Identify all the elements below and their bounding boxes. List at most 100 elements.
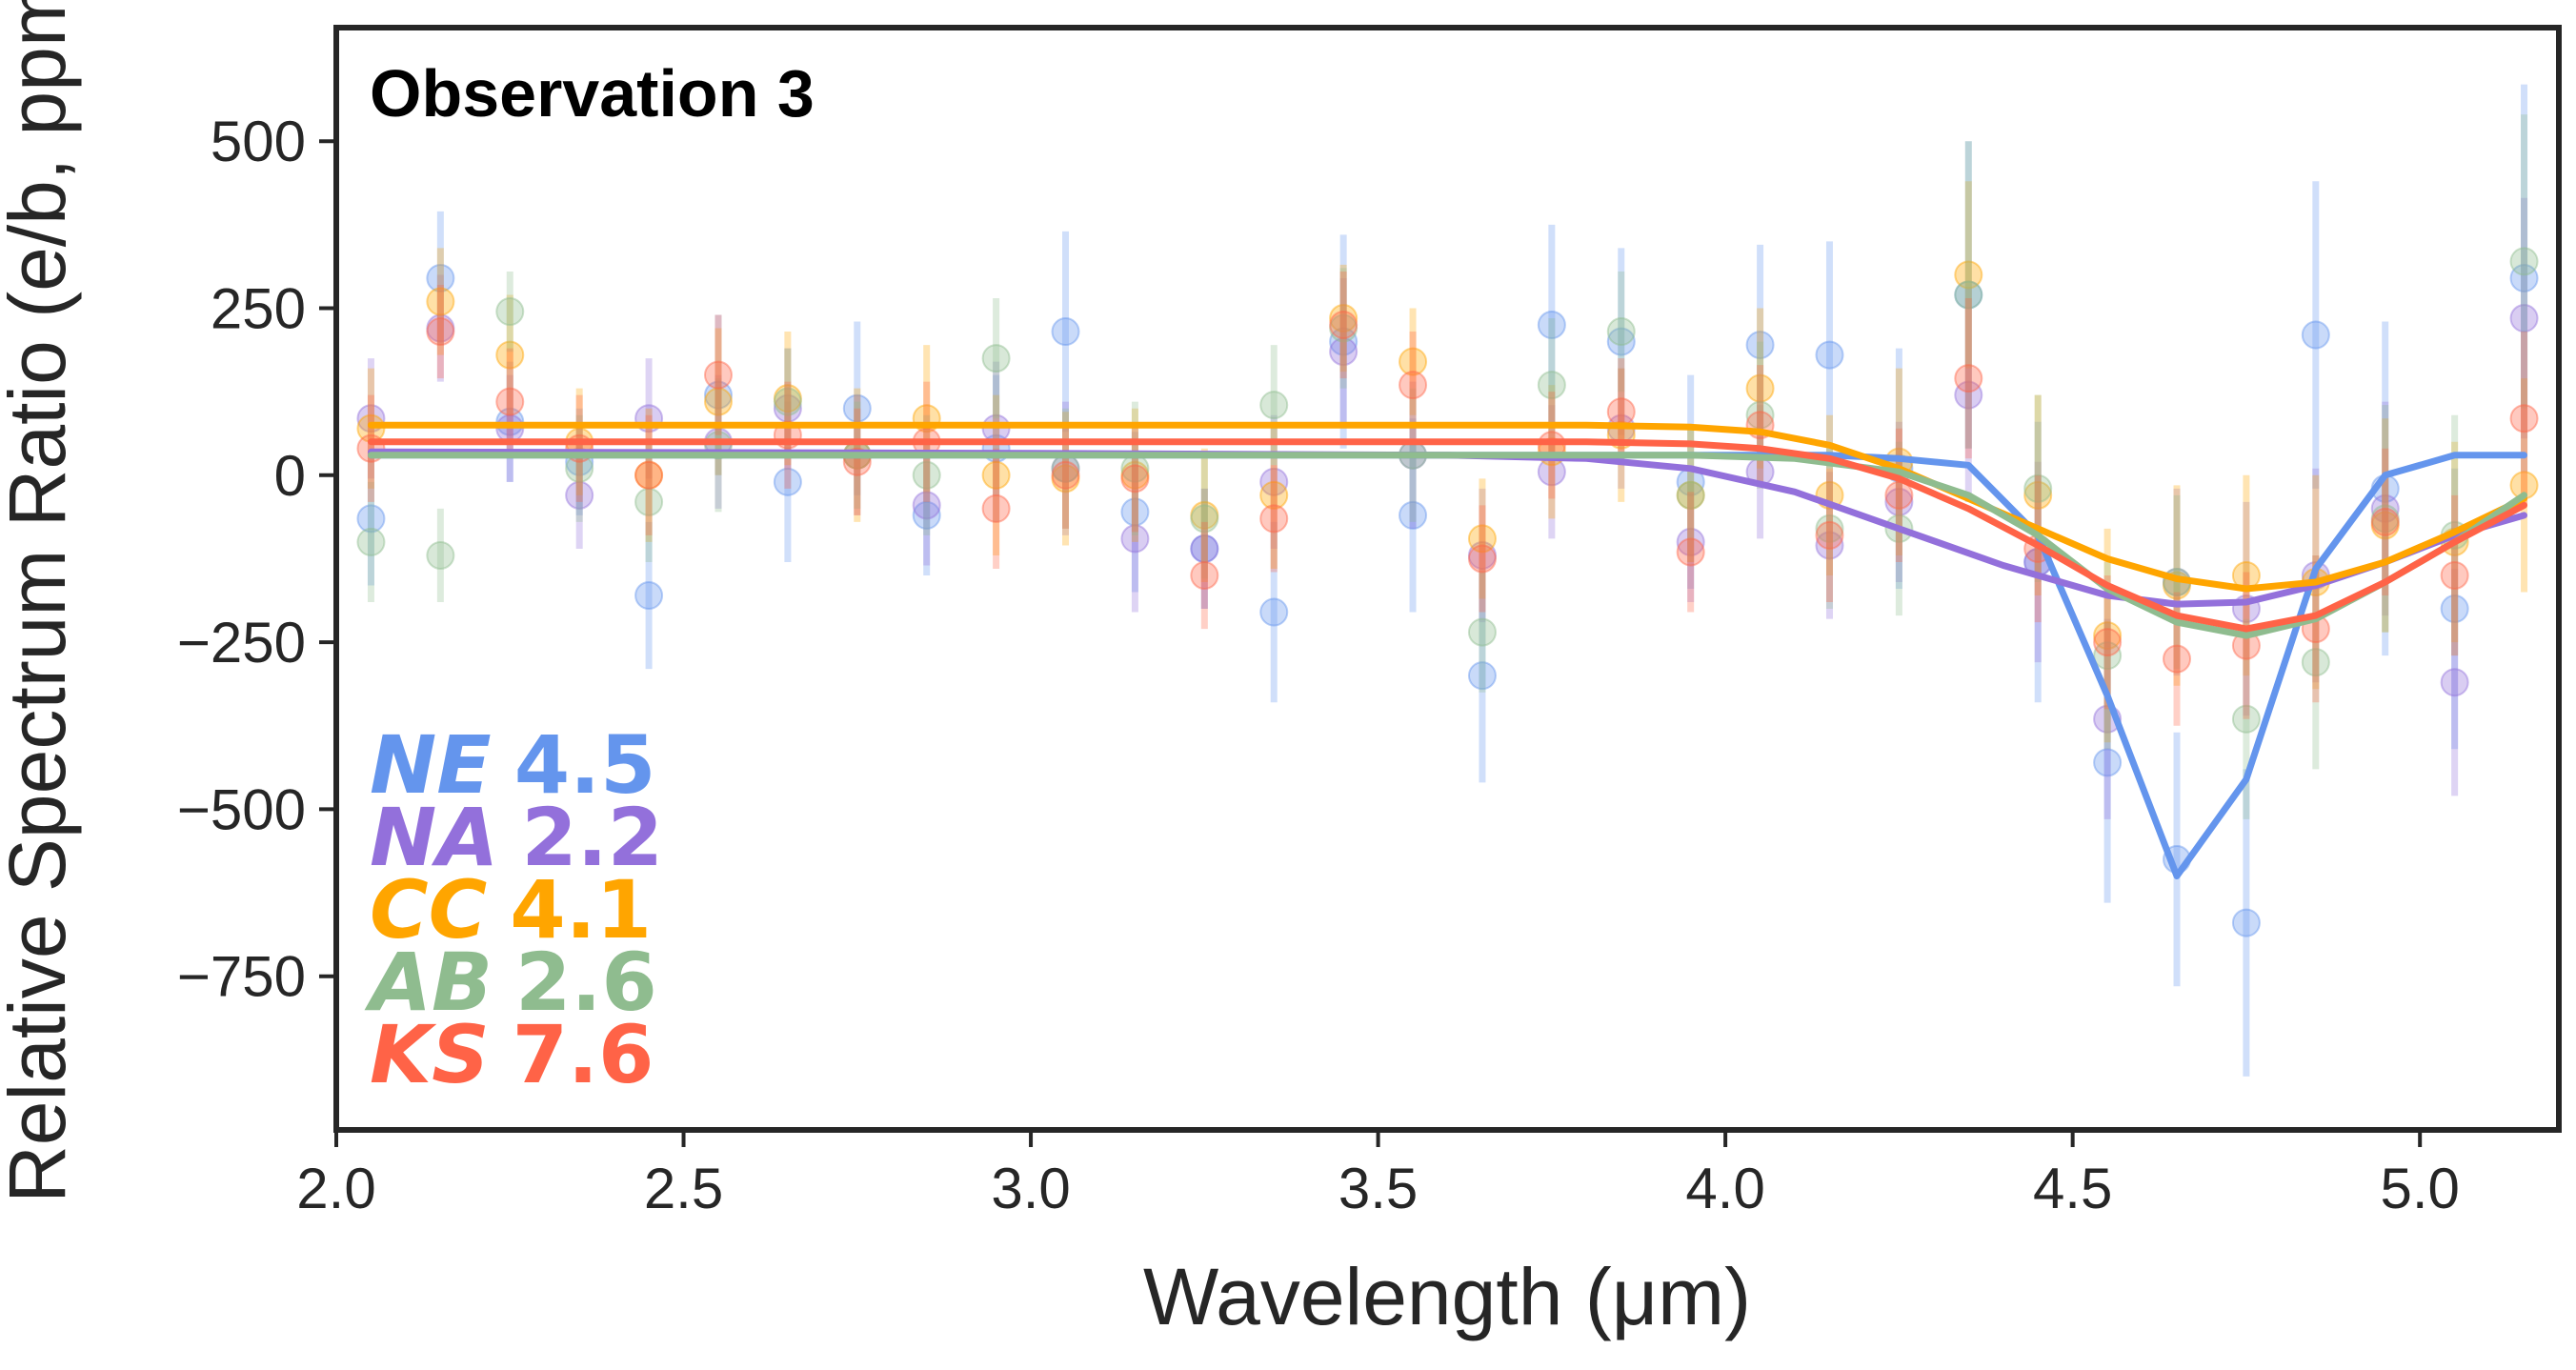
point-ne-7 bbox=[842, 393, 872, 423]
legend-name-ne: NE bbox=[370, 718, 492, 812]
point-cc-29 bbox=[2370, 511, 2400, 540]
point-cc-1 bbox=[426, 287, 455, 316]
legend-entry-cc: CC 4.1 bbox=[370, 863, 652, 957]
point-ab-28 bbox=[2301, 648, 2330, 677]
point-na-3 bbox=[565, 480, 594, 510]
legend: NE 4.5NA 2.2CC 4.1AB 2.6KS 7.6 bbox=[364, 718, 663, 1101]
point-ab-18 bbox=[1606, 317, 1636, 347]
point-ab-19 bbox=[1676, 480, 1705, 510]
legend-score-ne: 4.5 bbox=[514, 718, 656, 812]
model-line-ks bbox=[368, 438, 2527, 633]
point-ne-25 bbox=[2093, 748, 2123, 777]
point-ab-8 bbox=[912, 460, 941, 490]
legend-score-ab: 2.6 bbox=[515, 936, 657, 1029]
legend-name-ab: AB bbox=[364, 936, 493, 1029]
point-na-1 bbox=[426, 313, 455, 343]
point-ab-24 bbox=[2023, 473, 2053, 503]
point-na-31 bbox=[2509, 304, 2539, 333]
plot-frame bbox=[333, 25, 2562, 1133]
point-ks-31 bbox=[2509, 404, 2539, 433]
point-na-16 bbox=[1467, 540, 1497, 570]
point-ne-20 bbox=[1745, 331, 1775, 360]
point-ne-28 bbox=[2301, 320, 2330, 350]
legend-entry-na: NA 2.2 bbox=[370, 791, 663, 884]
series-layer bbox=[356, 84, 2539, 1077]
point-na-30 bbox=[2440, 668, 2469, 697]
point-ks-12 bbox=[1190, 560, 1219, 590]
point-ks-13 bbox=[1259, 504, 1289, 534]
point-ab-9 bbox=[981, 344, 1011, 373]
point-ab-13 bbox=[1259, 391, 1289, 420]
point-ks-5 bbox=[703, 360, 733, 390]
point-ks-11 bbox=[1120, 464, 1150, 494]
point-ab-17 bbox=[1537, 371, 1566, 400]
point-ne-4 bbox=[634, 581, 664, 611]
point-cc-16 bbox=[1467, 524, 1497, 554]
point-na-22 bbox=[1884, 487, 1914, 516]
point-ks-9 bbox=[981, 494, 1011, 523]
point-ne-0 bbox=[356, 504, 386, 534]
point-ks-1 bbox=[426, 317, 455, 347]
point-na-11 bbox=[1120, 524, 1150, 554]
y-tick-label-5: −750 bbox=[177, 945, 306, 1009]
point-ne-23 bbox=[1954, 280, 1983, 310]
point-cc-20 bbox=[1745, 373, 1775, 403]
point-ab-6 bbox=[773, 387, 802, 416]
point-ks-10 bbox=[1051, 460, 1080, 490]
point-cc-14 bbox=[1329, 304, 1358, 333]
legend-entry-ne: NE 4.5 bbox=[370, 718, 656, 812]
point-ne-13 bbox=[1259, 597, 1289, 627]
point-ab-4 bbox=[634, 487, 664, 516]
point-cc-24 bbox=[2023, 480, 2053, 510]
x-tick-label-2: 3.0 bbox=[991, 1157, 1070, 1220]
point-ks-21 bbox=[1815, 520, 1844, 550]
x-tick-label-1: 2.5 bbox=[644, 1157, 723, 1220]
point-ab-25 bbox=[2093, 641, 2123, 671]
point-ne-16 bbox=[1467, 661, 1497, 691]
point-ks-25 bbox=[2093, 628, 2123, 657]
legend-name-ks: KS bbox=[370, 1008, 490, 1101]
point-ks-2 bbox=[495, 387, 525, 416]
x-axis: 2.0 2.5 3.0 3.5 4.0 4.5 5.0 bbox=[296, 1130, 2460, 1220]
point-ne-15 bbox=[1399, 500, 1428, 530]
point-ne-10 bbox=[1051, 317, 1080, 347]
legend-entry-ks: KS 7.6 bbox=[370, 1008, 654, 1101]
point-ks-26 bbox=[2163, 644, 2192, 674]
point-cc-12 bbox=[1190, 500, 1219, 530]
point-na-29 bbox=[2370, 494, 2400, 523]
point-na-6 bbox=[773, 393, 802, 423]
point-ab-2 bbox=[495, 297, 525, 327]
point-cc-4 bbox=[634, 460, 664, 490]
point-ne-5 bbox=[703, 380, 733, 410]
point-cc-23 bbox=[1954, 260, 1983, 290]
point-ne-30 bbox=[2440, 594, 2469, 624]
point-ne-8 bbox=[912, 500, 941, 530]
point-ab-27 bbox=[2231, 704, 2261, 734]
point-ne-11 bbox=[1120, 497, 1150, 527]
point-cc-9 bbox=[981, 460, 1011, 490]
point-ks-14 bbox=[1329, 311, 1358, 340]
point-cc-6 bbox=[773, 384, 802, 413]
point-na-21 bbox=[1815, 531, 1844, 560]
point-cc-13 bbox=[1259, 480, 1289, 510]
x-tick-label-4: 4.0 bbox=[1685, 1157, 1764, 1220]
point-ab-12 bbox=[1190, 504, 1219, 534]
point-ks-16 bbox=[1467, 544, 1497, 574]
y-tick-label-4: −500 bbox=[177, 777, 306, 841]
legend-name-na: NA bbox=[370, 791, 498, 884]
y-axis: 500 250 0 −250 −500 −750 bbox=[177, 110, 336, 1009]
point-ne-21 bbox=[1815, 340, 1844, 370]
point-ab-14 bbox=[1329, 313, 1358, 343]
point-cc-10 bbox=[1051, 464, 1080, 494]
point-na-19 bbox=[1676, 527, 1705, 556]
point-ab-21 bbox=[1815, 514, 1844, 543]
y-axis-label: Relative Spectrum Ratio (e/b, ppm) bbox=[0, 0, 82, 1203]
point-ab-1 bbox=[426, 540, 455, 570]
point-ks-19 bbox=[1676, 537, 1705, 567]
point-na-23 bbox=[1954, 380, 1983, 410]
point-cc-19 bbox=[1676, 480, 1705, 510]
point-ks-29 bbox=[2370, 507, 2400, 536]
legend-score-cc: 4.1 bbox=[510, 863, 652, 957]
point-ab-31 bbox=[2509, 247, 2539, 276]
